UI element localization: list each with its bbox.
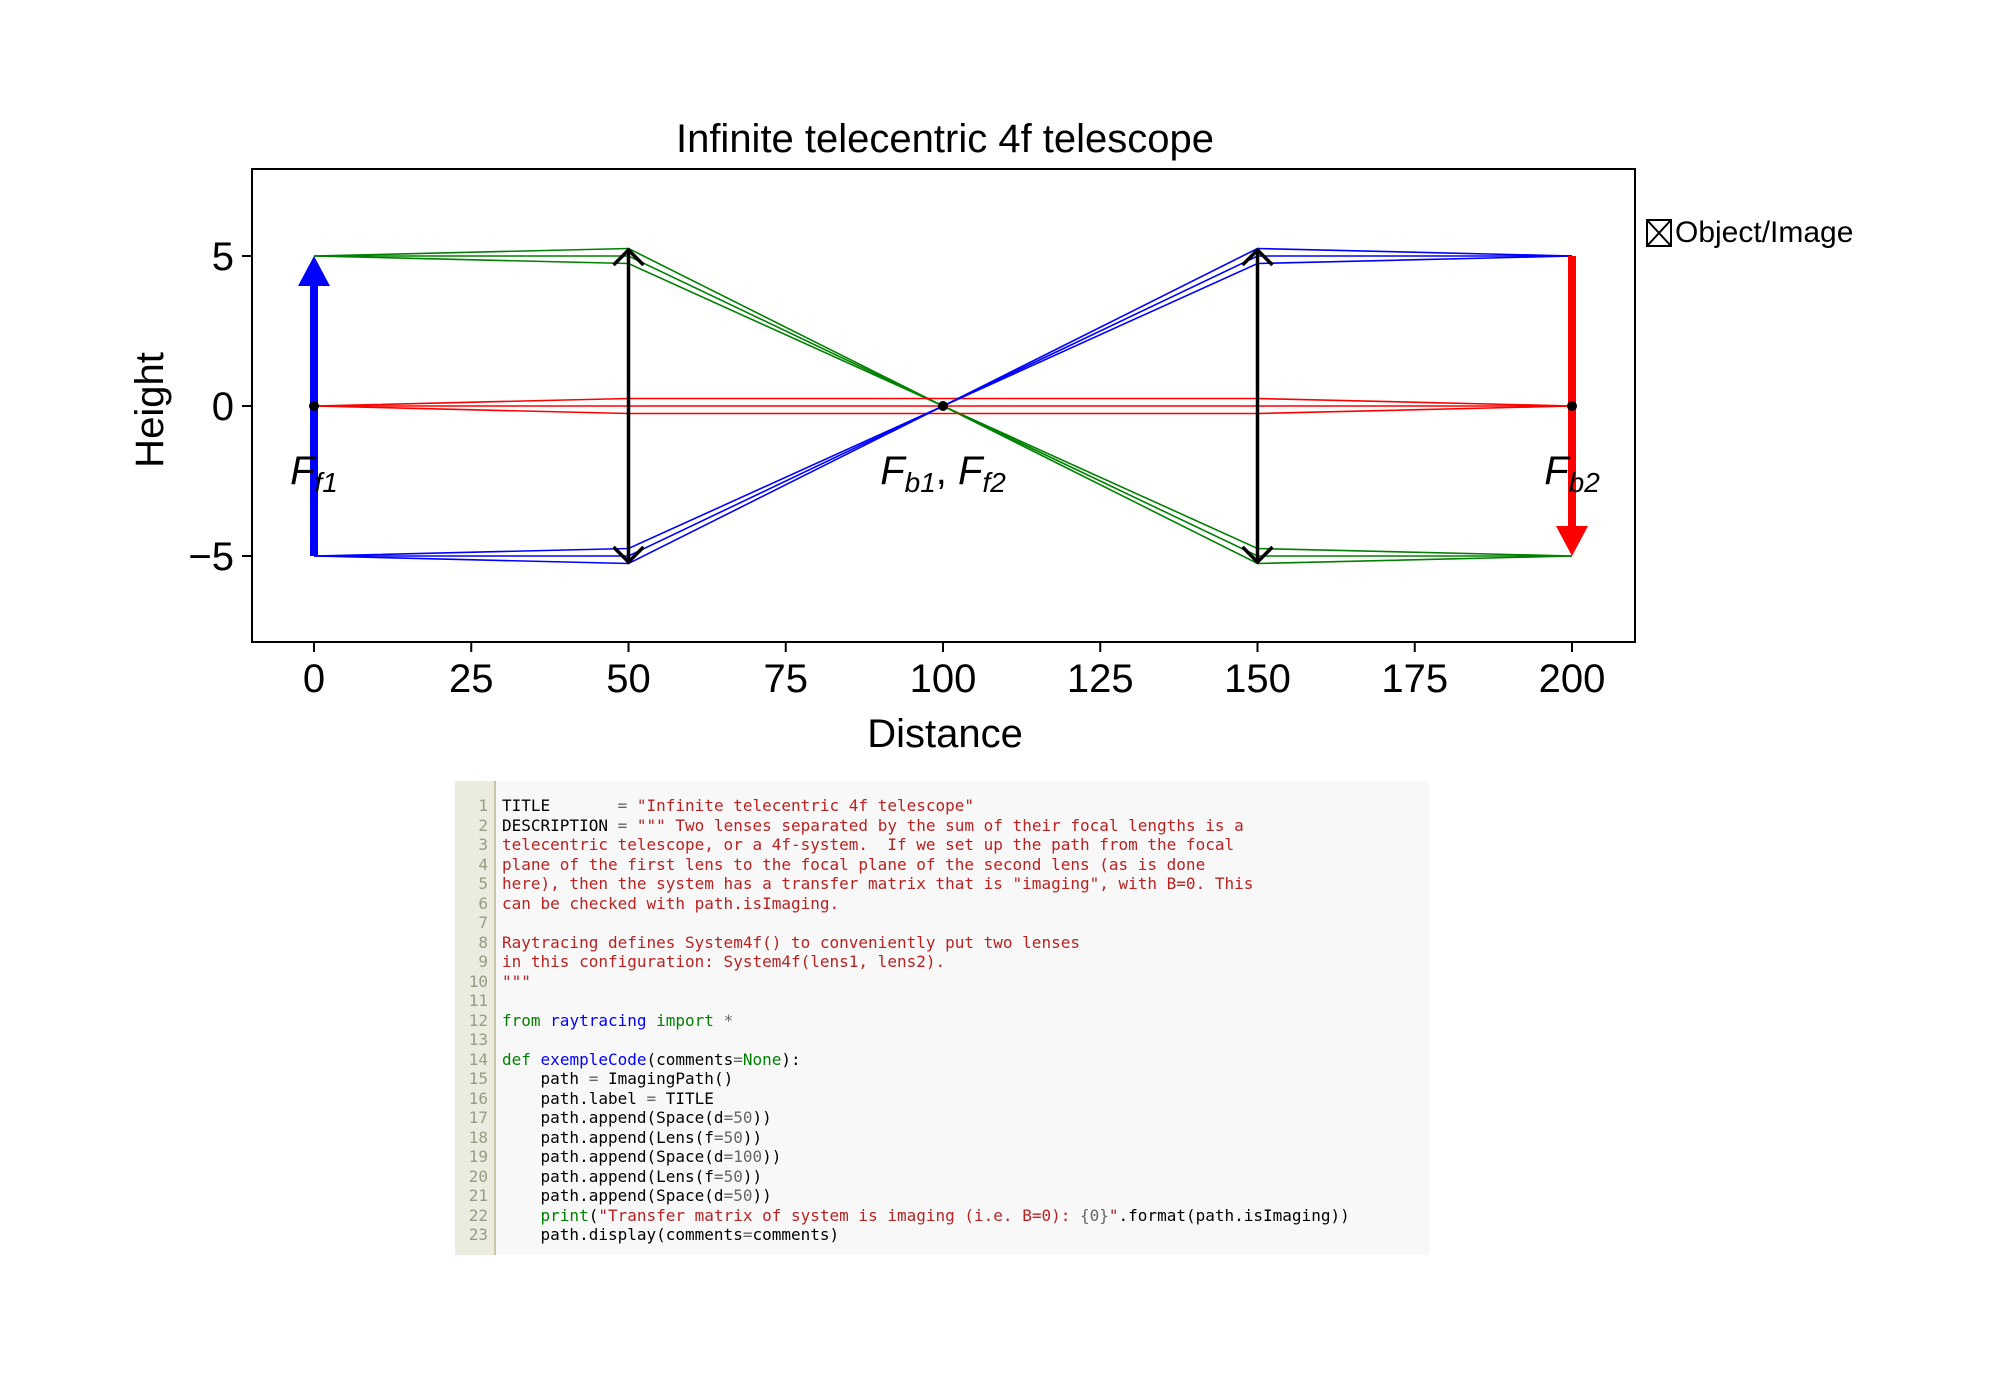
focal-label-1: Ff1	[290, 449, 338, 498]
x-tick-label-75: 75	[764, 657, 809, 701]
line-number: 3	[478, 835, 488, 854]
line-number: 5	[478, 874, 488, 893]
code-line: path.label = TITLE	[502, 1088, 714, 1108]
x-tick-label-175: 175	[1381, 657, 1448, 701]
image-arrow	[1556, 256, 1588, 556]
code-line: path.display(comments=comments)	[502, 1225, 840, 1244]
x-tick-label-100: 100	[910, 657, 977, 701]
line-number: 13	[468, 1030, 488, 1049]
chart-title: Infinite telecentric 4f telescope	[676, 117, 1214, 161]
code-line: def exempleCode(comments=None):	[502, 1049, 801, 1069]
code-line: TITLE = "Infinite telecentric 4f telesco…	[502, 796, 975, 815]
line-number: 14	[468, 1049, 488, 1069]
focal-point-3	[1567, 401, 1577, 411]
line-number: 20	[468, 1166, 488, 1186]
ray-red-5	[313, 405, 1573, 415]
x-tick-label-50: 50	[606, 657, 651, 701]
line-number: 18	[468, 1127, 488, 1147]
lens-2	[1241, 247, 1274, 565]
code-line: """	[502, 971, 531, 991]
y-tick-label-1: 0	[212, 385, 234, 429]
line-number: 2	[478, 815, 488, 835]
code-line: here), then the system has a transfer ma…	[502, 874, 1254, 893]
code-listing: 1 2 3 4 5 6 7 8 9 10 11 12 13 14 15 16 17 18 19 20 21 22 23 TI…	[455, 781, 1429, 1255]
line-number: 17	[468, 1108, 488, 1127]
code-line: path.append(Space(d=100))	[502, 1147, 782, 1166]
image-arrow-head	[1556, 526, 1588, 556]
line-number: 19	[468, 1147, 488, 1166]
lens-1	[612, 247, 645, 565]
x-tick-label-200: 200	[1539, 657, 1606, 701]
line-number: 11	[468, 991, 488, 1010]
code-line: DESCRIPTION = """ Two lenses separated b…	[502, 815, 1244, 835]
code-line: can be checked with path.isImaging.	[502, 893, 840, 913]
code-line	[502, 913, 1350, 933]
x-tick-label-25: 25	[449, 657, 494, 701]
line-number-gutter: 1 2 3 4 5 6 7 8 9 10 11 12 13 14 15 16 17 18 19 20 21 22 23	[455, 781, 496, 1255]
line-number: 23	[468, 1225, 488, 1244]
code-body: TITLE = "Infinite telecentric 4f telesco…	[496, 781, 1350, 1255]
object-arrow-head	[298, 256, 330, 286]
line-number: 16	[468, 1088, 488, 1108]
lens-1-bottom-head	[612, 545, 645, 565]
code-line: path.append(Space(d=50))	[502, 1108, 772, 1127]
legend-label: Object/Image	[1675, 216, 1853, 249]
line-number: 22	[468, 1205, 488, 1225]
code-line: from raytracing import *	[502, 1010, 734, 1030]
code-line: path.append(Space(d=50))	[502, 1186, 772, 1205]
code-line: path.append(Lens(f=50))	[502, 1166, 763, 1186]
focal-label-2: Fb1, Ff2	[880, 449, 1006, 498]
object-arrow	[298, 256, 330, 556]
code-line: telecentric telescope, or a 4f-system. I…	[502, 835, 1235, 854]
line-number: 7	[478, 913, 488, 932]
code-line: path.append(Lens(f=50))	[502, 1127, 763, 1147]
focal-label-3: Fb2	[1544, 449, 1600, 498]
x-tick-label-125: 125	[1067, 657, 1134, 701]
line-number: 12	[468, 1010, 488, 1030]
code-line	[502, 1030, 1350, 1050]
legend: Object/Image	[1646, 216, 1853, 249]
code-line: Raytracing defines System4f() to conveni…	[502, 932, 1080, 952]
lens-1-top-head	[612, 247, 645, 267]
line-number: 1	[478, 796, 488, 815]
plot-area: Ff1 Fb1, Ff2 Fb2	[290, 247, 1600, 565]
code-line: plane of the first lens to the focal pla…	[502, 854, 1206, 874]
focal-point-2	[938, 401, 948, 411]
code-line: print("Transfer matrix of system is imag…	[540, 1205, 1350, 1225]
line-number: 6	[478, 893, 488, 913]
x-axis-label: Distance	[867, 712, 1023, 756]
lens-2-top-head	[1241, 247, 1274, 267]
y-axis-label: Height	[128, 352, 172, 468]
x-tick-label-0: 0	[303, 657, 325, 701]
line-number: 8	[478, 932, 488, 952]
ray-trace-figure: Infinite telecentric 4f telescope Ff1 Fb1…	[128, 117, 1853, 756]
ray-red-3	[313, 397, 1573, 407]
line-number: 4	[478, 854, 488, 874]
x-tick-label-150: 150	[1224, 657, 1291, 701]
code-line	[502, 991, 1350, 1011]
line-number: 21	[468, 1186, 488, 1205]
code-line: path = ImagingPath()	[502, 1069, 734, 1088]
y-tick-label-0: 5	[212, 235, 234, 279]
line-number: 10	[468, 971, 488, 991]
focal-point-1	[309, 401, 319, 411]
lens-2-bottom-head	[1241, 545, 1274, 565]
line-number: 9	[478, 952, 488, 971]
code-line: in this configuration: System4f(lens1, l…	[502, 952, 946, 971]
legend-object-image-icon	[1646, 219, 1672, 247]
line-number: 15	[468, 1069, 488, 1088]
y-tick-label-2: −5	[188, 535, 234, 579]
